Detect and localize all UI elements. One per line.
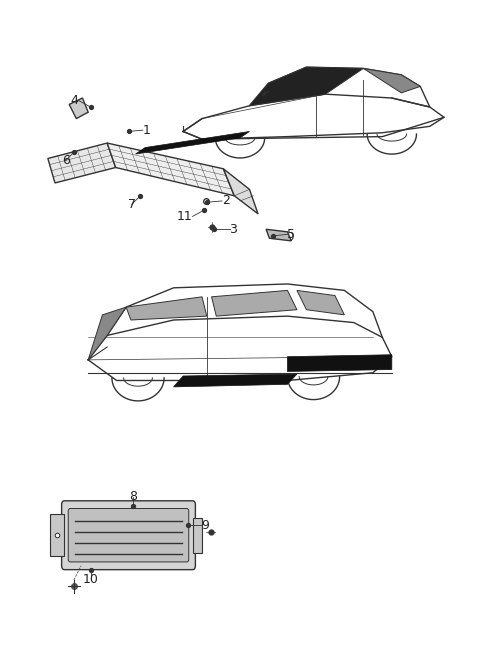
- Text: 8: 8: [129, 491, 137, 504]
- Text: 10: 10: [83, 574, 98, 587]
- Text: 11: 11: [177, 210, 192, 223]
- Polygon shape: [126, 297, 207, 320]
- Text: 6: 6: [62, 154, 70, 167]
- Text: 9: 9: [201, 519, 209, 532]
- Text: 5: 5: [288, 228, 296, 241]
- Text: 1: 1: [143, 124, 151, 137]
- Polygon shape: [250, 67, 363, 106]
- Polygon shape: [266, 229, 291, 241]
- Polygon shape: [288, 355, 392, 371]
- Polygon shape: [136, 132, 250, 154]
- Polygon shape: [48, 143, 116, 183]
- Text: 2: 2: [222, 195, 230, 208]
- Polygon shape: [50, 514, 64, 556]
- Text: 7: 7: [128, 198, 136, 211]
- Polygon shape: [174, 374, 297, 387]
- Polygon shape: [107, 143, 234, 196]
- Polygon shape: [212, 290, 297, 316]
- Text: 3: 3: [229, 223, 238, 236]
- Polygon shape: [192, 517, 202, 553]
- Text: 4: 4: [71, 94, 79, 107]
- Polygon shape: [69, 98, 88, 119]
- FancyBboxPatch shape: [61, 501, 195, 570]
- Polygon shape: [297, 290, 344, 315]
- Polygon shape: [223, 169, 258, 214]
- FancyBboxPatch shape: [68, 509, 189, 562]
- Polygon shape: [88, 307, 126, 360]
- Polygon shape: [363, 68, 420, 93]
